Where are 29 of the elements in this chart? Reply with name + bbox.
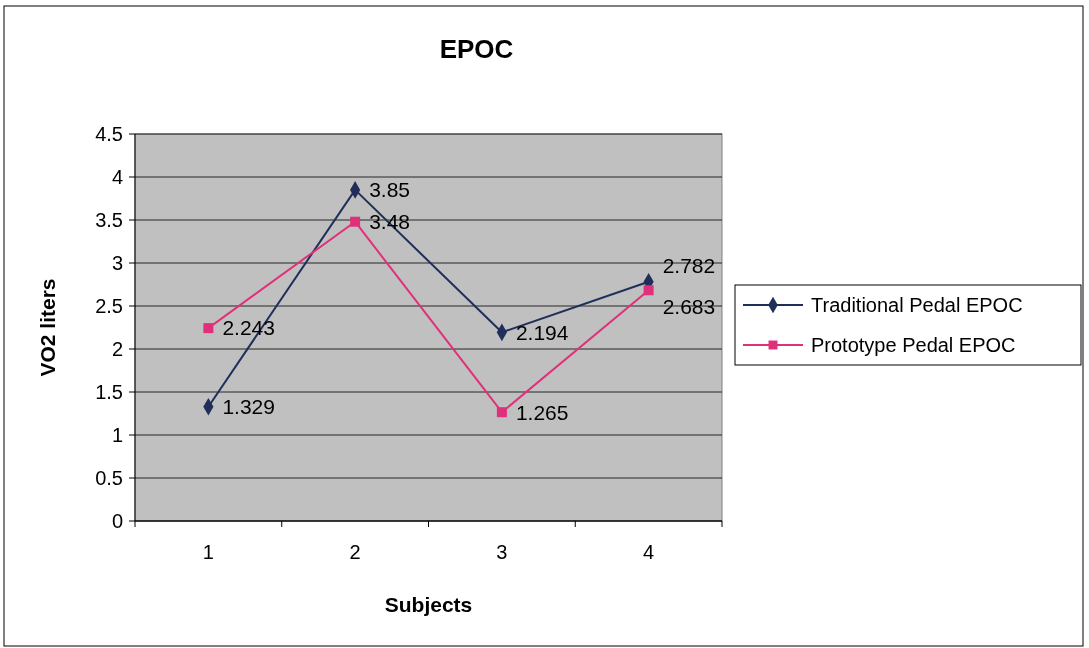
point <box>350 216 361 227</box>
y-tick-label: 0.5 <box>95 467 123 489</box>
y-tick-label: 2 <box>111 338 123 360</box>
data-label: 1.329 <box>222 395 275 419</box>
legend-label: Prototype Pedal EPOC <box>811 334 1016 356</box>
x-tick-label: 4 <box>643 541 655 563</box>
x-tick-label: 3 <box>496 541 508 563</box>
data-label: 2.194 <box>515 320 569 344</box>
legend-label: Traditional Pedal EPOC <box>811 294 1023 316</box>
y-tick-label: 0 <box>111 510 123 532</box>
point <box>496 407 507 418</box>
data-label: 1.265 <box>515 400 569 424</box>
x-tick-label: 2 <box>349 541 361 563</box>
y-tick-label: 4.5 <box>95 123 123 145</box>
x-tick-label: 1 <box>202 541 214 563</box>
data-label: 3.85 <box>369 178 410 202</box>
y-tick-label: 3.5 <box>95 209 123 231</box>
data-label: 2.782 <box>662 254 716 278</box>
y-tick-label: 1 <box>111 424 123 446</box>
x-axis-title: Subjects <box>384 593 473 616</box>
y-axis-title: VO2 liters <box>36 278 59 377</box>
y-tick-label: 2.5 <box>95 295 123 317</box>
point <box>643 285 654 296</box>
chart-title: EPOC <box>439 34 514 64</box>
point <box>203 323 214 334</box>
y-tick-label: 3 <box>111 252 123 274</box>
y-tick-label: 1.5 <box>95 381 123 403</box>
data-label: 2.683 <box>662 294 716 318</box>
y-tick-label: 4 <box>111 166 123 188</box>
